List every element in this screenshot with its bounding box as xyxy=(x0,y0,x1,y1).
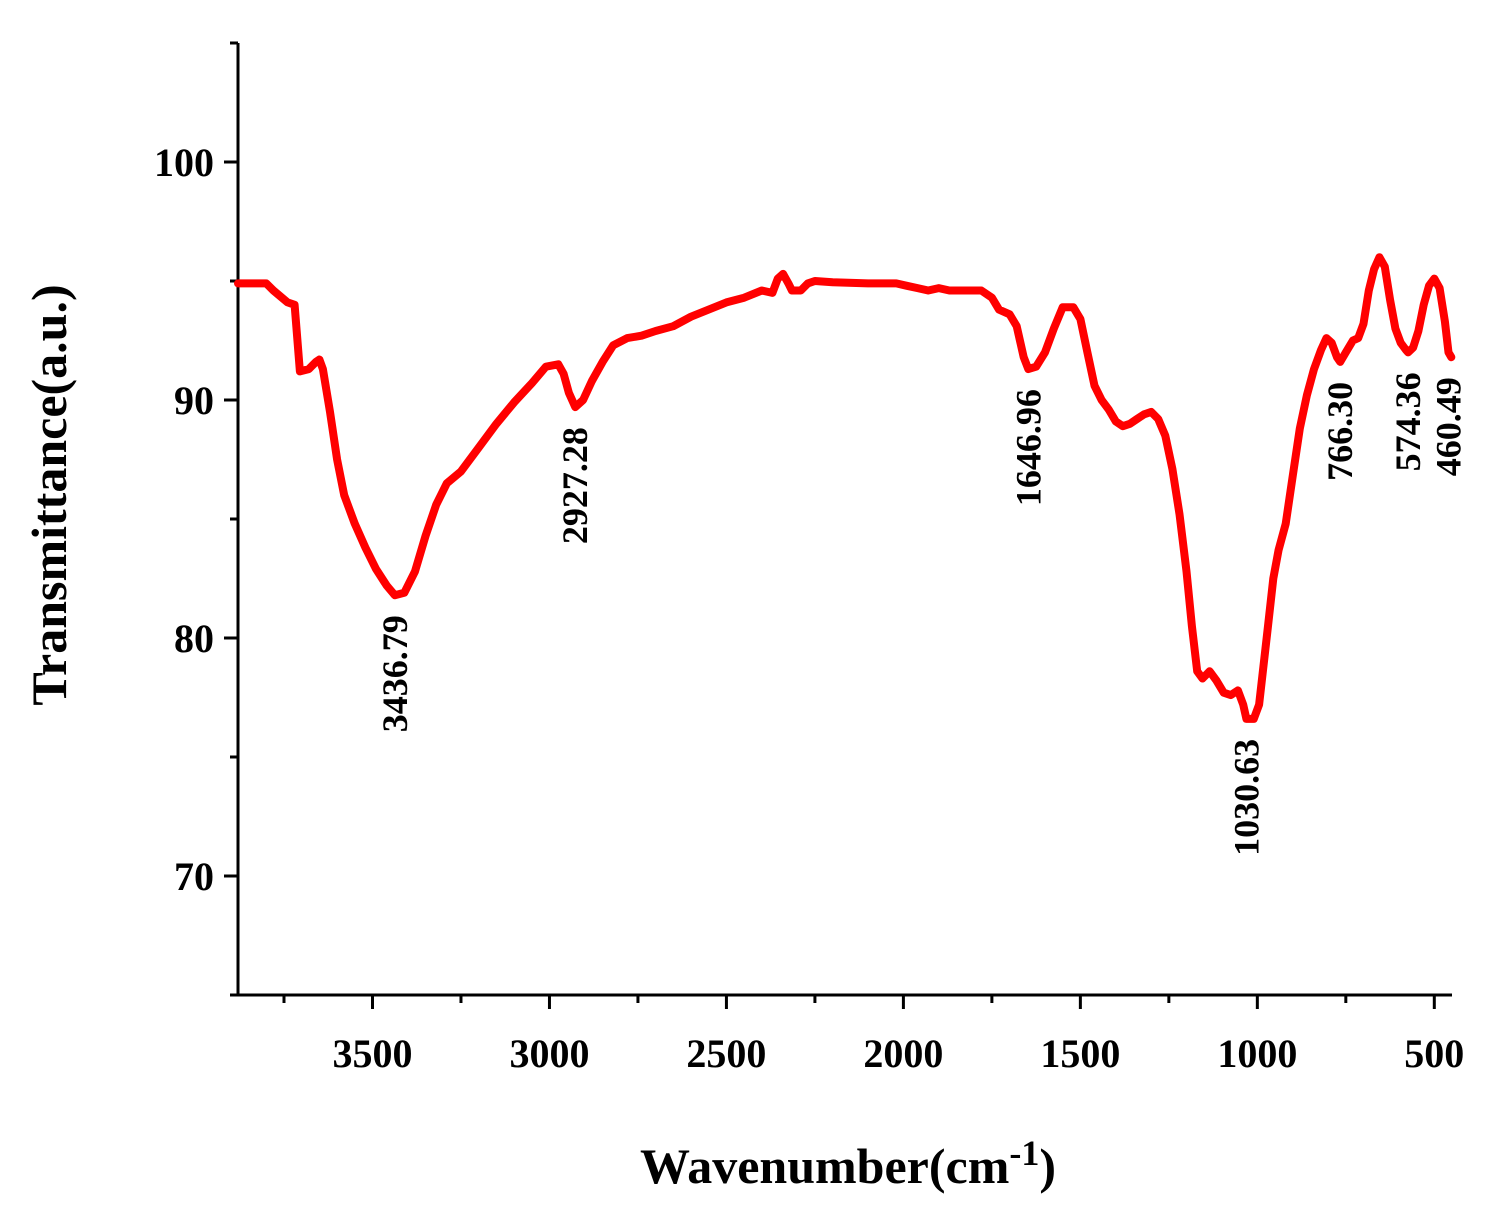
x-tick-label: 2500 xyxy=(686,1031,766,1076)
spectrum-line xyxy=(234,253,1456,723)
x-tick-label: 1000 xyxy=(1217,1031,1297,1076)
y-tick-label: 90 xyxy=(174,378,214,423)
peak-annotations: 3436.79 2927.28 1646.96 1030.63 766.30 574.36… xyxy=(375,372,1468,856)
x-tick-label: 3000 xyxy=(509,1031,589,1076)
x-axis-title-suffix: ) xyxy=(1039,1138,1056,1194)
axes: 70 80 90 100 3500 3000 2500 2000 1500 1000 500 xyxy=(154,41,1464,1076)
peak-label: 1646.96 xyxy=(1008,389,1048,506)
x-tick-label: 500 xyxy=(1404,1031,1464,1076)
spectrum-line-group xyxy=(234,253,1456,723)
x-axis-title: Wavenumber(cm-1) xyxy=(640,1133,1056,1194)
peak-label: 766.30 xyxy=(1320,382,1360,481)
y-tick-label: 70 xyxy=(174,854,214,899)
peak-label: 3436.79 xyxy=(375,615,415,732)
x-axis-title-superscript: -1 xyxy=(1009,1133,1039,1173)
y-tick-label: 80 xyxy=(174,616,214,661)
y-tick-label: 100 xyxy=(154,140,214,185)
y-axis-title: Transmittance(a.u.) xyxy=(21,284,77,705)
x-axis-title-main: Wavenumber(cm xyxy=(640,1138,1009,1194)
peak-label: 2927.28 xyxy=(555,427,595,544)
x-tick-label: 3500 xyxy=(332,1031,412,1076)
x-tick-label: 2000 xyxy=(863,1031,943,1076)
peak-label: 460.49 xyxy=(1428,377,1468,476)
x-tick-label: 1500 xyxy=(1040,1031,1120,1076)
peak-label: 1030.63 xyxy=(1227,739,1267,856)
peak-label: 574.36 xyxy=(1388,372,1428,471)
